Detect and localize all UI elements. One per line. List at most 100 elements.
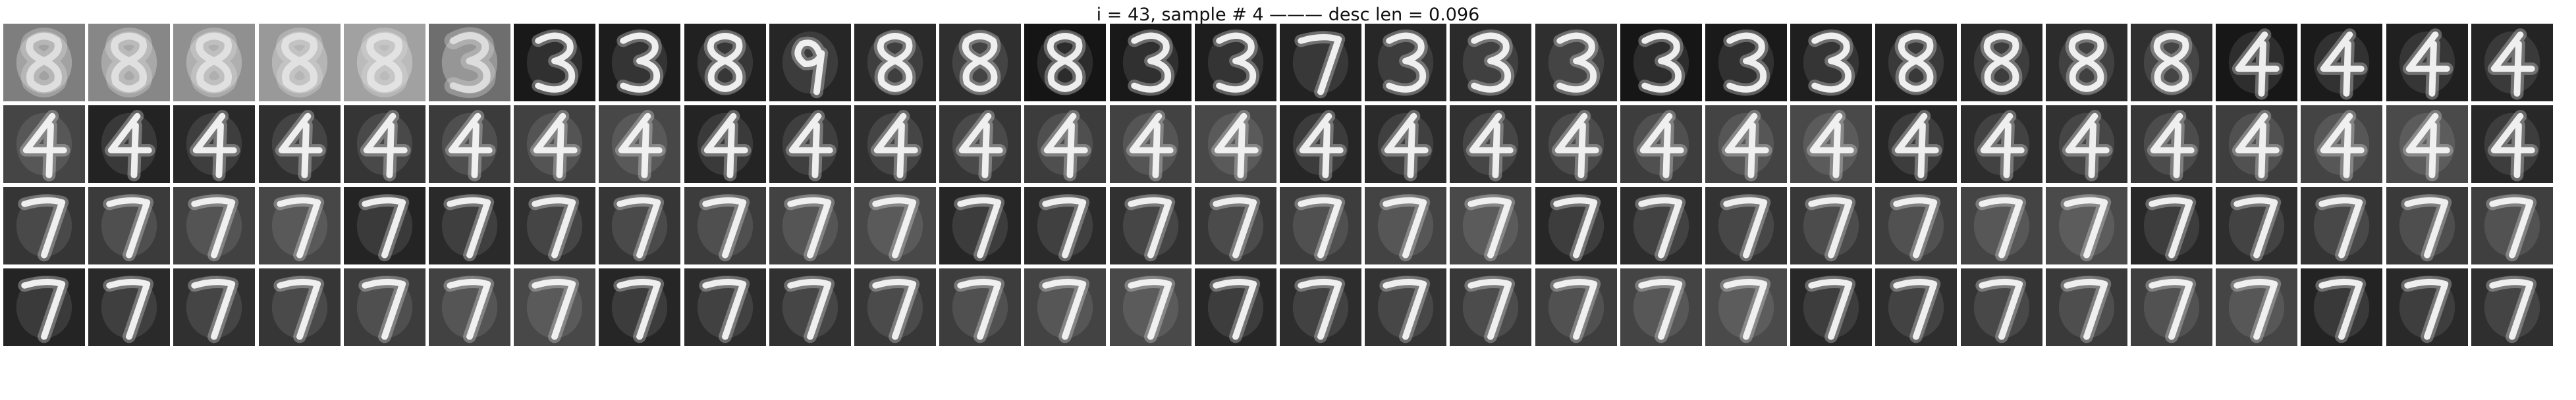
sample-thumbnail bbox=[173, 187, 256, 264]
sample-thumbnail bbox=[769, 105, 851, 183]
sample-thumbnail bbox=[3, 105, 85, 183]
sample-thumbnail bbox=[88, 105, 171, 183]
sample-thumbnail bbox=[88, 268, 171, 346]
sample-thumbnail bbox=[514, 105, 596, 183]
sample-thumbnail bbox=[3, 268, 85, 346]
sample-thumbnail bbox=[1875, 268, 1958, 346]
sample-thumbnail bbox=[684, 187, 766, 264]
sample-thumbnail bbox=[939, 24, 1022, 101]
sample-thumbnail bbox=[939, 268, 1022, 346]
sample-thumbnail bbox=[1109, 268, 1192, 346]
sample-thumbnail bbox=[2386, 24, 2468, 101]
sample-thumbnail bbox=[1535, 268, 1617, 346]
sample-thumbnail bbox=[1194, 187, 1276, 264]
sample-thumbnail bbox=[1365, 24, 1447, 101]
sample-thumbnail bbox=[173, 268, 256, 346]
sample-thumbnail bbox=[1109, 187, 1192, 264]
sample-thumbnail bbox=[2471, 187, 2553, 264]
sample-thumbnail bbox=[1705, 24, 1787, 101]
sample-thumbnail bbox=[1620, 24, 1702, 101]
sample-thumbnail bbox=[343, 24, 425, 101]
sample-thumbnail bbox=[2045, 24, 2127, 101]
sample-thumbnail bbox=[769, 187, 851, 264]
sample-thumbnail bbox=[429, 24, 510, 101]
sample-thumbnail bbox=[1024, 268, 1107, 346]
sample-thumbnail bbox=[2216, 268, 2298, 346]
sample-thumbnail bbox=[429, 187, 510, 264]
sample-thumbnail bbox=[2131, 105, 2212, 183]
sample-thumbnail bbox=[1790, 24, 1873, 101]
sample-thumbnail bbox=[2301, 105, 2383, 183]
sample-thumbnail bbox=[1960, 268, 2042, 346]
sample-thumbnail bbox=[854, 187, 936, 264]
sample-thumbnail bbox=[939, 187, 1022, 264]
sample-thumbnail bbox=[343, 268, 425, 346]
sample-thumbnail bbox=[1535, 105, 1617, 183]
sample-thumbnail bbox=[1705, 187, 1787, 264]
sample-thumbnail bbox=[1194, 268, 1276, 346]
sample-thumbnail bbox=[769, 24, 851, 101]
sample-thumbnail bbox=[684, 24, 766, 101]
sample-thumbnail bbox=[1024, 24, 1107, 101]
sample-thumbnail bbox=[1960, 24, 2042, 101]
sample-thumbnail bbox=[1960, 105, 2042, 183]
sample-thumbnail bbox=[1194, 24, 1276, 101]
sample-thumbnail bbox=[1365, 187, 1447, 264]
sample-thumbnail bbox=[1535, 187, 1617, 264]
sample-thumbnail bbox=[3, 187, 85, 264]
sample-thumbnail bbox=[88, 187, 171, 264]
sample-thumbnail bbox=[2471, 268, 2553, 346]
sample-thumbnail bbox=[1875, 187, 1958, 264]
sample-thumbnail bbox=[599, 268, 681, 346]
sample-thumbnail bbox=[1109, 24, 1192, 101]
sample-thumbnail bbox=[1280, 268, 1361, 346]
sample-thumbnail bbox=[2045, 268, 2127, 346]
sample-thumbnail bbox=[429, 268, 510, 346]
sample-thumbnail bbox=[1790, 268, 1873, 346]
sample-thumbnail bbox=[684, 105, 766, 183]
sample-thumbnail bbox=[854, 105, 936, 183]
sample-thumbnail bbox=[2216, 24, 2298, 101]
sample-thumbnail bbox=[1450, 187, 1532, 264]
sample-thumbnail bbox=[1024, 105, 1107, 183]
sample-thumbnail bbox=[1790, 105, 1873, 183]
sample-thumbnail bbox=[514, 187, 596, 264]
sample-thumbnail bbox=[2045, 187, 2127, 264]
sample-thumbnail bbox=[1280, 187, 1361, 264]
sample-thumbnail bbox=[2131, 187, 2212, 264]
sample-thumbnail bbox=[684, 268, 766, 346]
sample-thumbnail bbox=[2471, 24, 2553, 101]
sample-thumbnail bbox=[258, 24, 341, 101]
sample-thumbnail bbox=[1875, 105, 1958, 183]
sample-thumbnail bbox=[1705, 105, 1787, 183]
sample-thumbnail bbox=[854, 24, 936, 101]
sample-thumbnail bbox=[3, 24, 85, 101]
sample-thumbnail bbox=[1109, 105, 1192, 183]
sample-thumbnail bbox=[939, 105, 1022, 183]
sample-thumbnail bbox=[1450, 105, 1532, 183]
sample-thumbnail bbox=[343, 187, 425, 264]
sample-thumbnail bbox=[1024, 187, 1107, 264]
sample-thumbnail bbox=[1620, 105, 1702, 183]
sample-thumbnail bbox=[258, 105, 341, 183]
sample-thumbnail bbox=[599, 24, 681, 101]
sample-thumbnail bbox=[514, 24, 596, 101]
sample-thumbnail bbox=[1875, 24, 1958, 101]
sample-thumbnail bbox=[1705, 268, 1787, 346]
sample-thumbnail bbox=[1194, 105, 1276, 183]
sample-thumbnail bbox=[429, 105, 510, 183]
sample-thumbnail bbox=[1790, 187, 1873, 264]
sample-thumbnail bbox=[599, 105, 681, 183]
sample-thumbnail bbox=[1450, 268, 1532, 346]
sample-thumbnail bbox=[2131, 268, 2212, 346]
sample-thumbnail bbox=[2471, 105, 2553, 183]
sample-thumbnail bbox=[88, 24, 171, 101]
sample-thumbnail bbox=[2301, 268, 2383, 346]
sample-thumbnail bbox=[1365, 105, 1447, 183]
sample-thumbnail bbox=[343, 105, 425, 183]
sample-thumbnail bbox=[854, 268, 936, 346]
sample-thumbnail bbox=[258, 268, 341, 346]
sample-thumbnail bbox=[1280, 24, 1361, 101]
sample-thumbnail bbox=[599, 187, 681, 264]
